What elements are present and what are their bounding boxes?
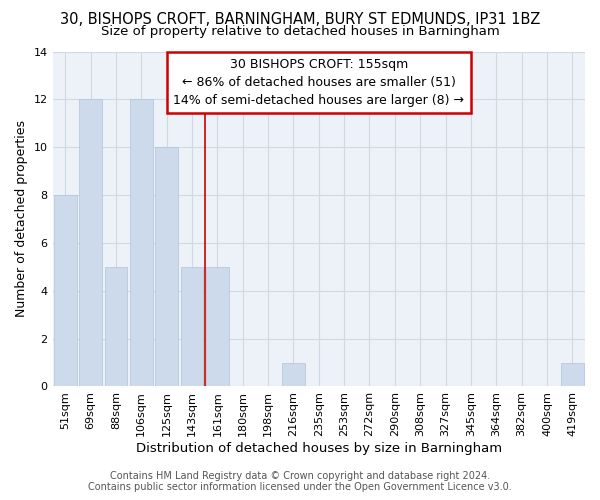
Bar xyxy=(130,100,152,387)
Bar xyxy=(54,195,77,386)
Bar xyxy=(561,362,584,386)
Bar xyxy=(104,267,127,386)
Bar xyxy=(181,267,203,386)
Bar xyxy=(155,147,178,386)
Text: 30, BISHOPS CROFT, BARNINGHAM, BURY ST EDMUNDS, IP31 1BZ: 30, BISHOPS CROFT, BARNINGHAM, BURY ST E… xyxy=(60,12,540,28)
X-axis label: Distribution of detached houses by size in Barningham: Distribution of detached houses by size … xyxy=(136,442,502,455)
Y-axis label: Number of detached properties: Number of detached properties xyxy=(15,120,28,318)
Text: Contains HM Land Registry data © Crown copyright and database right 2024.
Contai: Contains HM Land Registry data © Crown c… xyxy=(88,471,512,492)
Bar xyxy=(79,100,102,387)
Text: 30 BISHOPS CROFT: 155sqm
← 86% of detached houses are smaller (51)
14% of semi-d: 30 BISHOPS CROFT: 155sqm ← 86% of detach… xyxy=(173,58,464,107)
Text: Size of property relative to detached houses in Barningham: Size of property relative to detached ho… xyxy=(101,25,499,38)
Bar xyxy=(282,362,305,386)
Bar xyxy=(206,267,229,386)
